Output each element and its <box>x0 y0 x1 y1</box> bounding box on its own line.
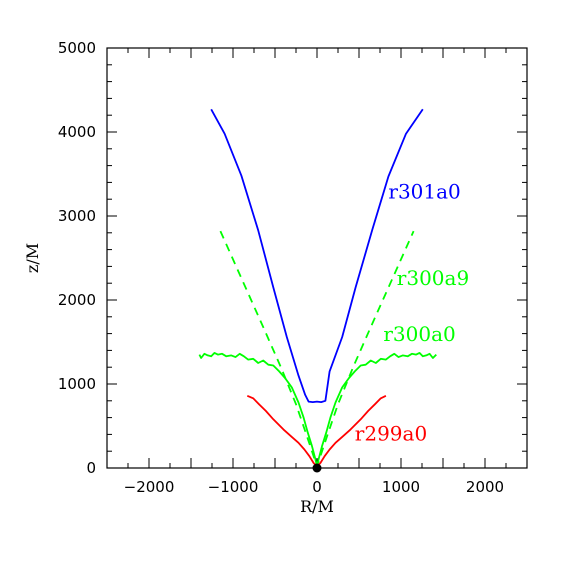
y-tick-label: 4000 <box>58 123 96 141</box>
x-tick-label: 1000 <box>382 478 420 496</box>
y-tick-label: 3000 <box>58 207 96 225</box>
series-r301a0 <box>210 108 424 403</box>
annotation-r300a9: r300a9 <box>397 266 469 290</box>
axis-tick-labels: −2000 −1000 0 1000 2000 0 1000 2000 3000 4000 5000 <box>58 39 504 496</box>
x-tick-label: −2000 <box>124 478 175 496</box>
annotation-r299a0: r299a0 <box>355 421 427 445</box>
y-axis-title: z/M <box>23 243 42 273</box>
y-tick-label: 0 <box>86 459 96 477</box>
x-tick-label: −1000 <box>208 478 259 496</box>
series-annotations: r301a0 r300a9 r300a0 r299a0 <box>355 179 469 445</box>
y-tick-label: 5000 <box>58 39 96 57</box>
axis-ticks <box>107 48 527 468</box>
annotation-r300a0: r300a0 <box>383 322 455 346</box>
x-tick-label: 0 <box>312 478 322 496</box>
x-tick-label: 2000 <box>466 478 504 496</box>
plot-frame <box>106 47 528 469</box>
y-tick-label: 1000 <box>58 375 96 393</box>
x-axis-title: R/M <box>300 497 334 516</box>
annotation-r301a0: r301a0 <box>388 179 460 203</box>
origin-marker <box>312 463 322 473</box>
y-tick-label: 2000 <box>58 291 96 309</box>
series-r300a0 <box>198 352 437 468</box>
